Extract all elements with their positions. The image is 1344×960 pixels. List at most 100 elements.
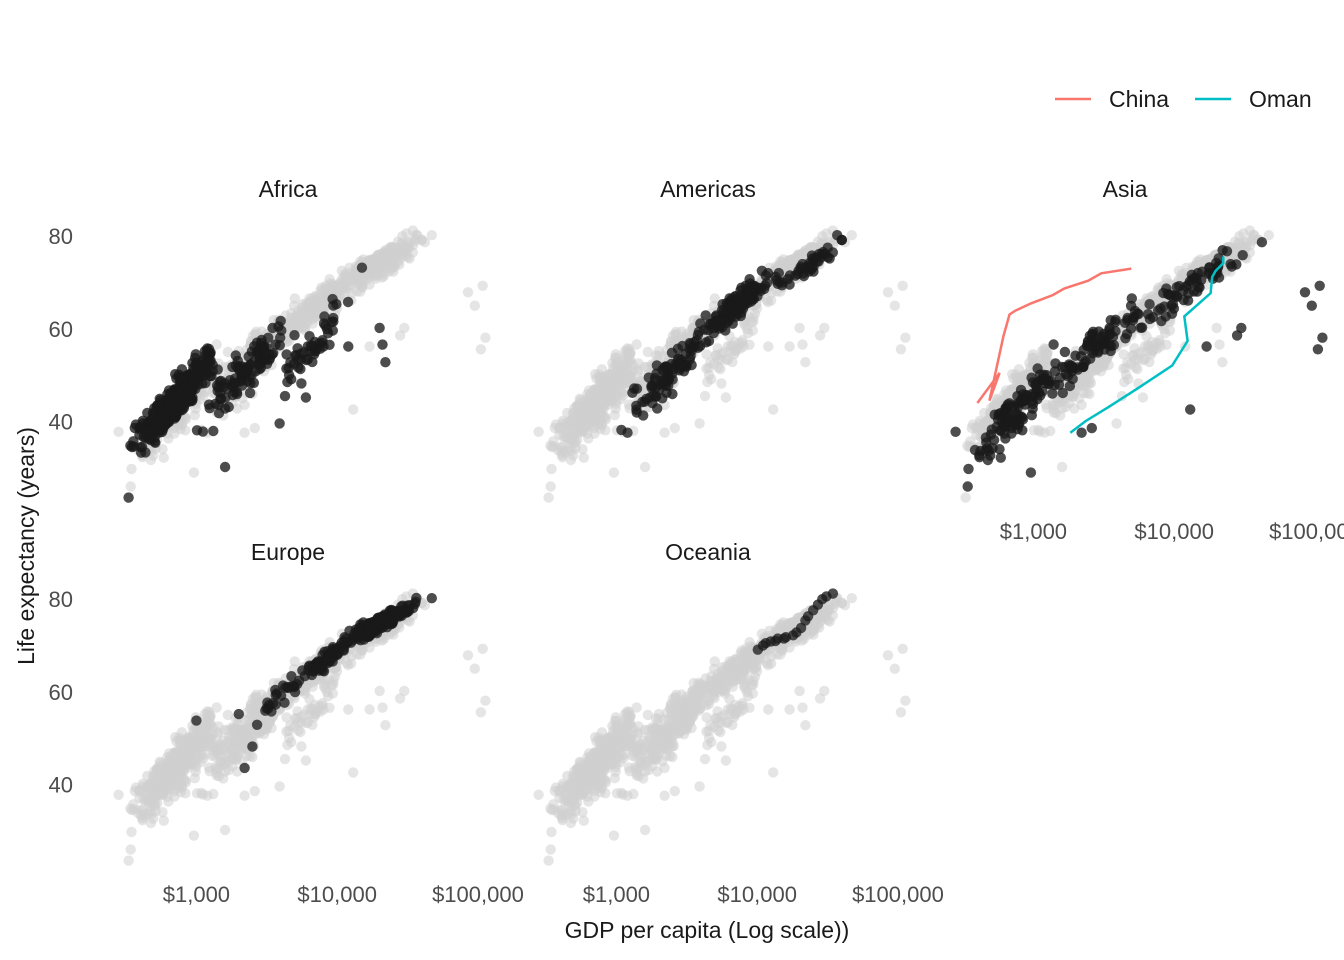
background-point <box>569 424 580 435</box>
background-point <box>800 357 811 368</box>
y-tick-label: 80 <box>49 224 73 249</box>
background-point <box>794 322 805 334</box>
data-point <box>995 452 1006 463</box>
data-point <box>165 395 176 406</box>
data-point <box>243 351 254 362</box>
data-point <box>304 331 315 342</box>
background-point <box>578 452 589 463</box>
data-point <box>290 350 301 361</box>
background-point <box>565 443 576 454</box>
data-point <box>342 296 354 308</box>
data-point <box>672 353 684 365</box>
data-point <box>123 492 134 503</box>
background-point <box>189 410 200 421</box>
background-point <box>1155 341 1166 352</box>
background-point <box>784 341 795 352</box>
data-point <box>729 300 741 311</box>
data-point <box>650 391 661 402</box>
background-point <box>613 379 624 390</box>
background-point <box>462 287 474 298</box>
data-point <box>986 424 997 435</box>
background-point <box>426 230 437 241</box>
background-point <box>298 322 309 333</box>
panel-title-africa: Africa <box>259 176 318 202</box>
background-point <box>621 369 632 380</box>
data-point <box>962 481 973 492</box>
data-point <box>140 430 151 441</box>
legend-label-oman: Oman <box>1249 86 1312 112</box>
background-point <box>211 339 222 350</box>
background-point <box>659 427 670 438</box>
background-point <box>1159 328 1171 339</box>
data-point <box>154 393 165 404</box>
background-point <box>1137 392 1149 403</box>
background-point <box>419 237 431 248</box>
legend-label-china: China <box>1109 86 1169 112</box>
background-point <box>1084 378 1095 389</box>
background-point <box>1211 322 1222 334</box>
background-point <box>256 326 267 337</box>
data-point <box>1026 410 1038 421</box>
data-point <box>326 316 337 328</box>
background-point <box>239 427 250 438</box>
data-point <box>205 355 216 366</box>
background-point <box>574 393 585 404</box>
data-point <box>747 282 758 293</box>
background-point <box>1142 340 1154 351</box>
background-points-asia <box>950 225 1328 503</box>
background-point <box>1214 339 1225 350</box>
data-point <box>219 403 231 414</box>
background-point <box>364 341 375 352</box>
background-point <box>701 363 712 374</box>
background-point <box>967 419 979 430</box>
background-point <box>710 350 721 361</box>
background-point <box>1138 354 1149 366</box>
highlight-points-africa <box>123 262 391 503</box>
y-tick-label: 60 <box>49 317 73 342</box>
background-point <box>543 492 554 503</box>
data-point <box>667 363 679 375</box>
data-point <box>301 354 312 366</box>
background-point <box>738 341 749 352</box>
data-point <box>219 461 231 473</box>
panel-title-asia: Asia <box>1103 176 1148 202</box>
data-point <box>238 366 249 378</box>
background-point <box>356 281 367 292</box>
background-point <box>713 362 724 373</box>
data-point <box>191 425 203 436</box>
data-point <box>631 383 643 394</box>
background-point <box>348 404 359 415</box>
background-point <box>699 390 711 402</box>
background-point <box>1217 357 1228 368</box>
data-point <box>147 414 158 425</box>
data-point <box>318 341 329 352</box>
background-point <box>716 378 727 389</box>
background-point <box>596 418 608 429</box>
background-point <box>126 463 137 475</box>
background-point <box>814 330 826 341</box>
background-point <box>176 418 188 429</box>
data-point <box>274 418 285 429</box>
background-point <box>882 287 894 298</box>
background-point <box>1036 346 1048 357</box>
background-point <box>239 399 250 411</box>
background-point <box>1056 461 1068 473</box>
background-point <box>1067 391 1078 402</box>
data-point <box>199 346 211 357</box>
data-point <box>327 293 338 305</box>
panel-title-americas: Americas <box>660 176 756 202</box>
data-point <box>741 293 752 305</box>
background-point <box>631 339 642 350</box>
data-point <box>212 385 223 397</box>
data-point <box>963 463 974 475</box>
background-point <box>1028 352 1039 363</box>
background-point <box>720 392 732 403</box>
background-point <box>545 481 556 492</box>
data-point <box>136 441 148 453</box>
background-point <box>897 280 908 291</box>
data-point <box>982 443 993 454</box>
background-point <box>1055 410 1066 421</box>
data-point <box>356 262 368 273</box>
background-point <box>222 346 234 358</box>
